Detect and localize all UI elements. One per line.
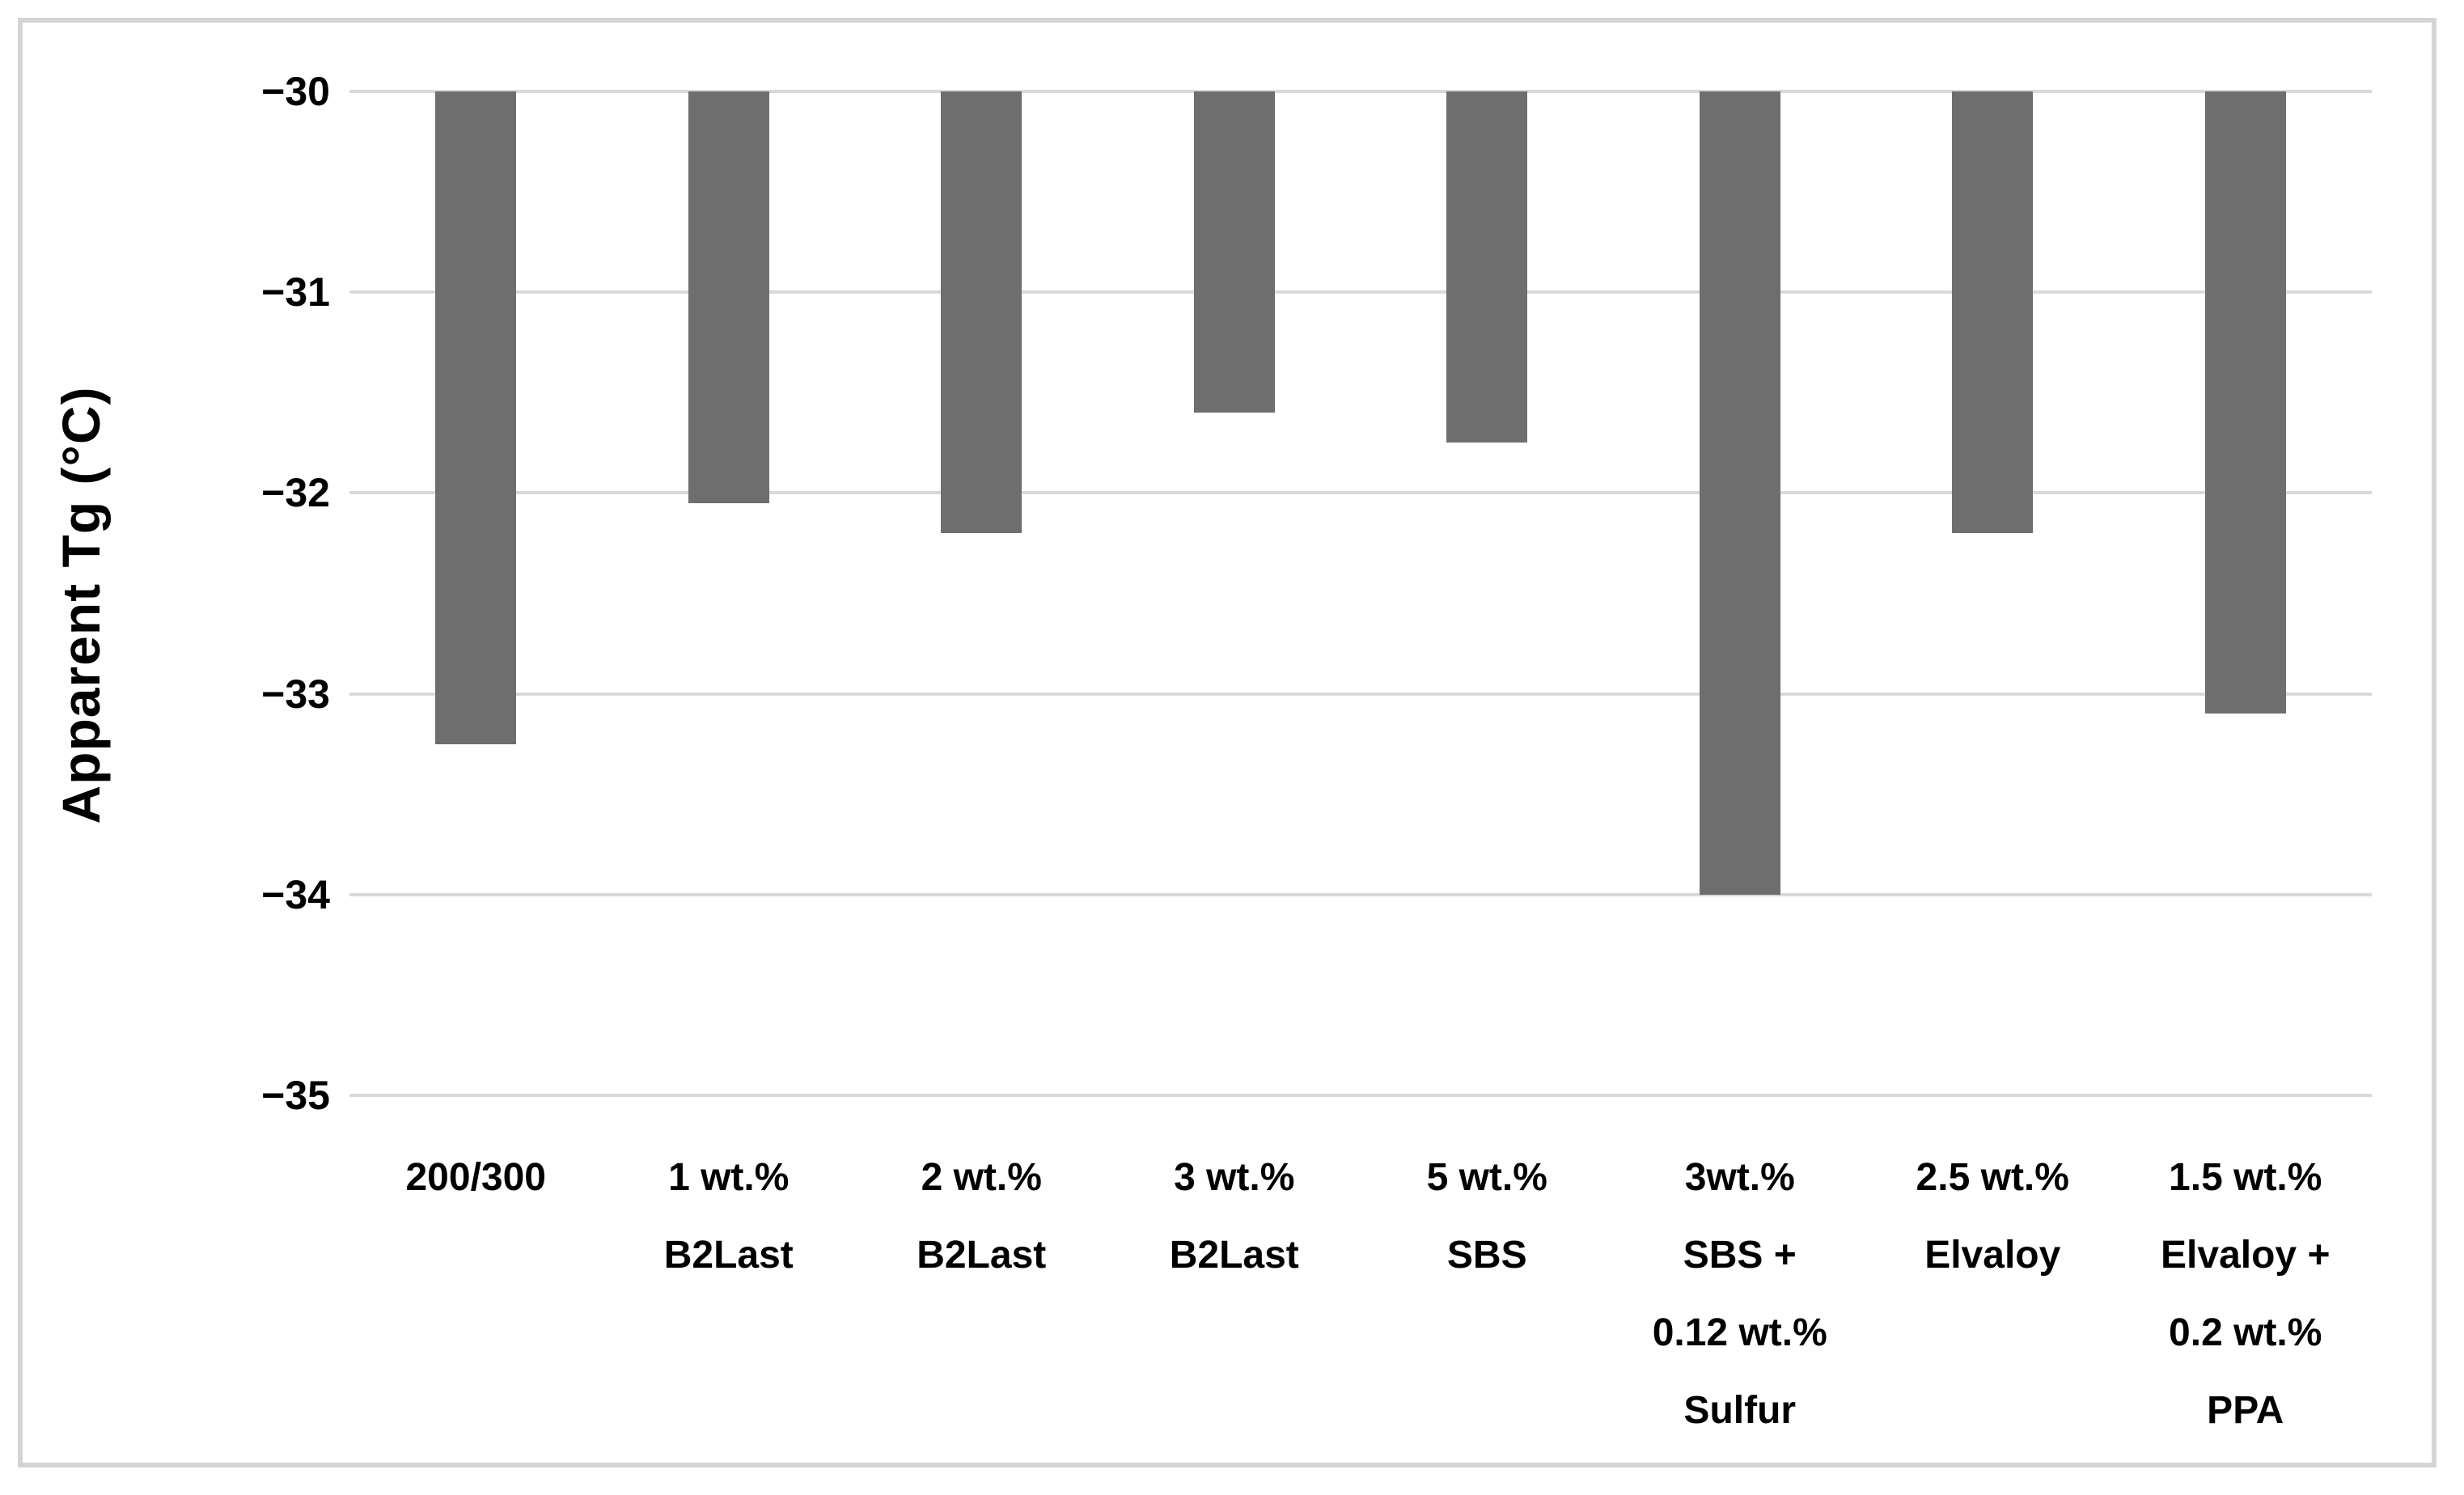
- x-category-label-line: 3wt.%: [1684, 1156, 1795, 1199]
- x-category-label: 2.5 wt.% Elvaloy: [1866, 1139, 2119, 1294]
- x-category-label-line: Elvaloy: [1924, 1234, 2061, 1277]
- x-category-label-line: SBS +: [1683, 1234, 1797, 1277]
- y-tick-label: −31: [261, 269, 330, 316]
- x-category-label: 5 wt.% SBS: [1361, 1139, 1614, 1294]
- x-category-label: 2 wt.% B2Last: [855, 1139, 1108, 1294]
- y-tick-label: −30: [261, 69, 330, 114]
- bar: [1193, 91, 1275, 413]
- y-tick-label: −34: [261, 871, 330, 917]
- x-category-label-line: 1.5 wt.%: [2169, 1156, 2322, 1199]
- x-category-label-line: 0.2 wt.%: [2169, 1311, 2322, 1354]
- x-category-label: 3 wt.% B2Last: [1108, 1139, 1361, 1294]
- gridline: [349, 692, 2372, 696]
- x-category-label-line: 0.12 wt.%: [1652, 1311, 1827, 1354]
- x-category-label-line: 5 wt.%: [1426, 1156, 1547, 1199]
- x-category-label: 1 wt.% B2Last: [603, 1139, 856, 1294]
- figure-border: [18, 18, 2436, 1467]
- y-tick-label: −33: [261, 671, 330, 717]
- x-category-label-line: 1 wt.%: [668, 1156, 790, 1199]
- bar: [1446, 91, 1528, 443]
- x-category-label-line: 3 wt.%: [1174, 1156, 1295, 1199]
- y-tick-label: −35: [261, 1073, 330, 1118]
- x-category-label: 200/300: [349, 1139, 603, 1217]
- gridline: [349, 892, 2372, 896]
- plot-area: [349, 90, 2372, 1097]
- x-category-label-line: 2 wt.%: [921, 1156, 1042, 1199]
- bar: [1952, 91, 2034, 534]
- bar: [1699, 91, 1780, 895]
- x-category-label-line: PPA: [2207, 1389, 2284, 1432]
- x-category-label-line: Sulfur: [1683, 1389, 1797, 1432]
- x-category-label-line: 2.5 wt.%: [1916, 1156, 2069, 1199]
- x-category-label-line: 200/300: [405, 1156, 546, 1199]
- x-category-label-line: B2Last: [917, 1234, 1047, 1277]
- x-category-label-line: B2Last: [663, 1234, 794, 1277]
- y-tick-label: −32: [261, 470, 330, 516]
- gridline: [349, 1094, 2372, 1097]
- bar: [435, 91, 517, 744]
- y-axis-title: Apparent Tg (°C): [51, 386, 111, 824]
- gridline: [349, 491, 2372, 495]
- x-category-label: 3wt.% SBS + 0.12 wt.% Sulfur: [1614, 1139, 1867, 1450]
- bar: [2204, 91, 2286, 714]
- bar: [941, 91, 1022, 534]
- gridline: [349, 290, 2372, 294]
- gridline: [349, 90, 2372, 93]
- x-category-label-line: Elvaloy +: [2161, 1234, 2331, 1277]
- x-category-label-line: B2Last: [1169, 1234, 1299, 1277]
- x-category-label: 1.5 wt.% Elvaloy + 0.2 wt.% PPA: [2119, 1139, 2373, 1450]
- x-category-label-line: SBS: [1446, 1234, 1527, 1277]
- bar: [688, 91, 769, 503]
